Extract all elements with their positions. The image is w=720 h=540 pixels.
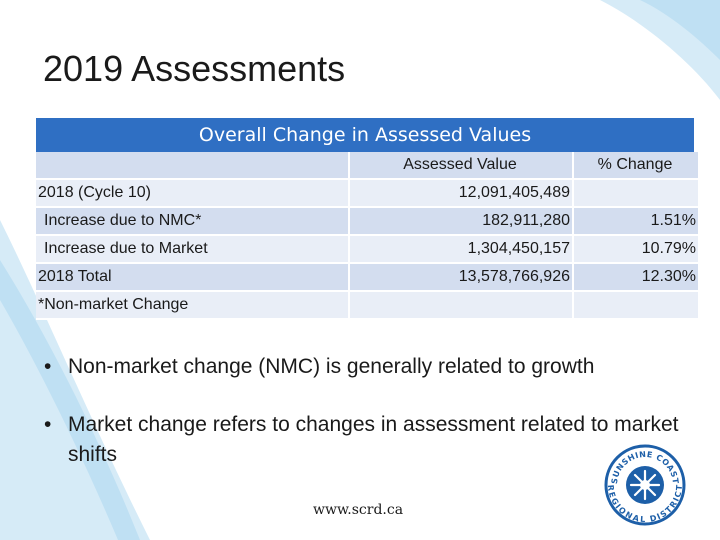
row-value: 1,304,450,157 <box>350 236 574 264</box>
row-value: 182,911,280 <box>350 208 574 236</box>
row-change <box>574 180 698 208</box>
table-row: Increase due to NMC* 182,911,280 1.51% <box>36 208 698 236</box>
table-row: 2018 Total 13,578,766,926 12.30% <box>36 264 698 292</box>
bullet-text: Non-market change (NMC) is generally rel… <box>68 355 595 378</box>
row-label: Increase due to NMC* <box>36 208 350 236</box>
row-label: *Non-market Change <box>36 292 350 320</box>
column-header-label <box>36 152 350 180</box>
row-label: 2018 (Cycle 10) <box>36 180 350 208</box>
bullet-item: • Market change refers to changes in ass… <box>44 410 694 470</box>
table-row: 2018 (Cycle 10) 12,091,405,489 <box>36 180 698 208</box>
column-header-assessed-value: Assessed Value <box>350 152 574 180</box>
bullet-list: • Non-market change (NMC) is generally r… <box>44 352 694 498</box>
bullet-dot-icon: • <box>44 413 52 436</box>
assessment-table: Overall Change in Assessed Values Assess… <box>36 118 698 320</box>
row-label: Increase due to Market <box>36 236 350 264</box>
row-change: 1.51% <box>574 208 698 236</box>
table-header: Overall Change in Assessed Values <box>36 118 694 152</box>
row-change <box>574 292 698 320</box>
row-change: 10.79% <box>574 236 698 264</box>
table-row: Increase due to Market 1,304,450,157 10.… <box>36 236 698 264</box>
scrd-logo: SUNSHINE COAST REGIONAL DISTRICT <box>604 444 686 526</box>
bullet-item: • Non-market change (NMC) is generally r… <box>44 352 694 382</box>
bullet-dot-icon: • <box>44 355 52 378</box>
row-value <box>350 292 574 320</box>
column-header-percent-change: % Change <box>574 152 698 180</box>
bullet-text: Market change refers to changes in asses… <box>68 413 679 466</box>
table-row: *Non-market Change <box>36 292 698 320</box>
row-label: 2018 Total <box>36 264 350 292</box>
row-value: 13,578,766,926 <box>350 264 574 292</box>
table-column-header-row: Assessed Value % Change <box>36 152 698 180</box>
slide-title: 2019 Assessments <box>43 48 346 89</box>
website-url: www.scrd.ca <box>313 502 404 518</box>
row-value: 12,091,405,489 <box>350 180 574 208</box>
row-change: 12.30% <box>574 264 698 292</box>
